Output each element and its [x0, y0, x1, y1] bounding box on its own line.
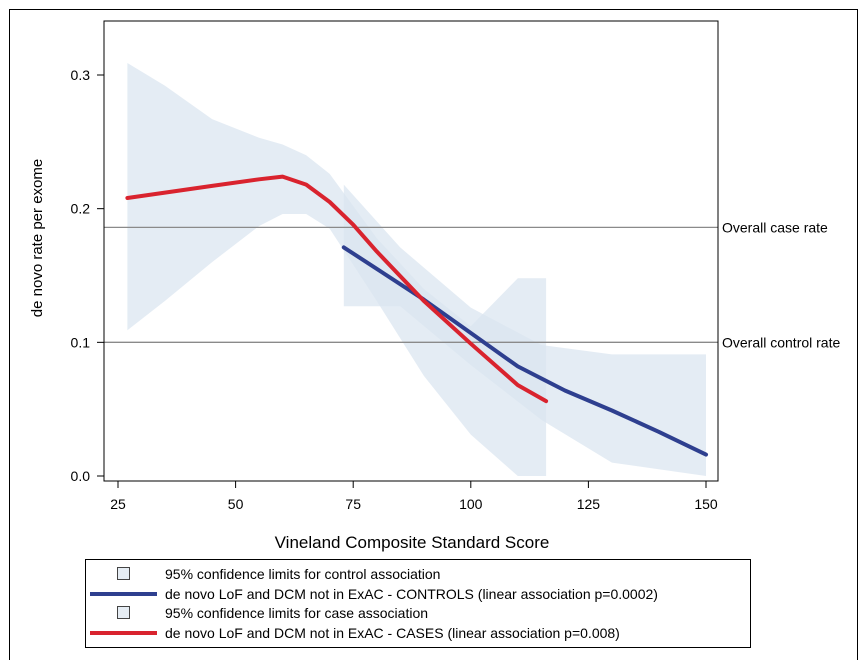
- legend: 95% confidence limits for control associ…: [90, 566, 658, 641]
- plot-border: [103, 20, 719, 482]
- confidence-band-case: [127, 63, 547, 476]
- y-axis-label: de novo rate per exome: [29, 159, 46, 317]
- confidence-band-control: [343, 184, 706, 476]
- legend-frame: [85, 559, 751, 648]
- legend-swatch-band: [117, 606, 130, 619]
- x-tick-label: 150: [694, 496, 718, 512]
- x-tick-label: 125: [577, 496, 601, 512]
- reference-line-label: Overall case rate: [722, 219, 828, 235]
- reference-line-label: Overall control rate: [722, 334, 840, 350]
- y-tick-label: 0.0: [71, 468, 91, 484]
- confidence-bands: [127, 63, 706, 476]
- legend-entry-label: 95% confidence limits for control associ…: [165, 566, 440, 582]
- legend-entry-label: de novo LoF and DCM not in ExAC - CONTRO…: [165, 586, 658, 602]
- y-tick-label: 0.3: [71, 67, 91, 83]
- reference-line-labels: Overall case rate Overall control rate: [722, 219, 840, 350]
- figure-frame: [9, 9, 858, 660]
- y-axis-ticks: 0.0 0.1 0.2 0.3: [71, 67, 104, 484]
- x-axis-ticks: 25 50 75 100 125 150: [110, 481, 718, 512]
- legend-entry-label: de novo LoF and DCM not in ExAC - CASES …: [165, 625, 620, 641]
- y-tick-label: 0.2: [71, 201, 91, 217]
- x-tick-label: 100: [459, 496, 483, 512]
- x-tick-label: 25: [110, 496, 126, 512]
- series-line-controls: [341, 245, 708, 457]
- legend-swatch-band: [117, 567, 130, 580]
- x-axis-label: Vineland Composite Standard Score: [275, 533, 550, 552]
- legend-entry-label: 95% confidence limits for case associati…: [165, 605, 428, 621]
- x-tick-label: 75: [345, 496, 361, 512]
- series-line-cases: [125, 174, 549, 404]
- reference-lines: [104, 226, 718, 343]
- y-tick-label: 0.1: [71, 334, 91, 350]
- x-tick-label: 50: [228, 496, 244, 512]
- series-lines: [125, 174, 708, 457]
